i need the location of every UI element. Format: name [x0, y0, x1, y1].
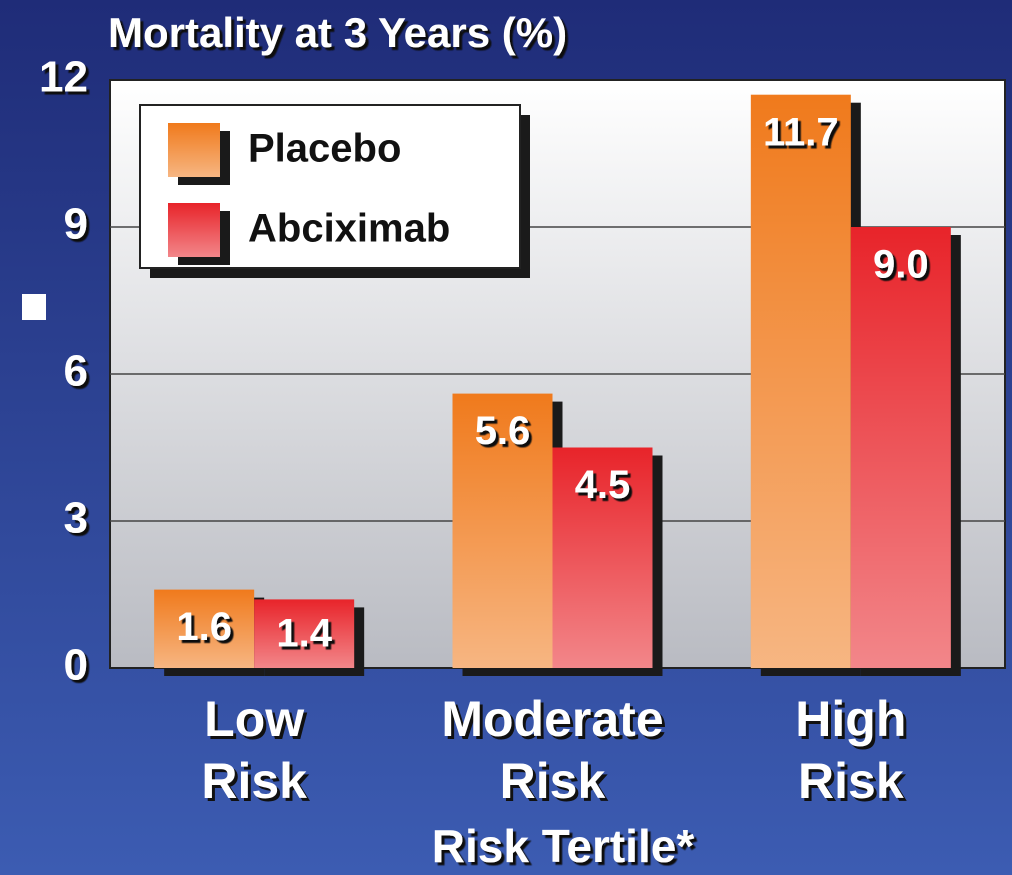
- value-label: 1.6: [176, 605, 232, 649]
- legend-swatch-sheen: [168, 203, 220, 257]
- y-tick-label: 9: [64, 200, 88, 249]
- legend-label: Placebo: [248, 127, 401, 171]
- value-label: 1.4: [276, 612, 332, 656]
- value-label: 9.0: [873, 243, 929, 287]
- x-tick-label: Moderate Risk: [441, 691, 664, 809]
- value-label: 5.6: [475, 409, 531, 453]
- y-tick-label: 0: [64, 641, 88, 690]
- y-tick-label: 3: [64, 494, 88, 543]
- legend-swatch-sheen: [168, 123, 220, 177]
- bar-sheen: [254, 599, 355, 668]
- bullet: [22, 294, 46, 320]
- bar-sheen: [452, 393, 553, 668]
- bar-sheen: [552, 447, 653, 668]
- y-tick-label: 6: [64, 347, 88, 396]
- x-tick-label: Low Risk: [201, 691, 307, 809]
- bar-sheen: [750, 94, 851, 668]
- chart-title: Mortality at 3 Years (%): [108, 9, 567, 56]
- y-tick-label: 12: [39, 53, 88, 102]
- bar-sheen: [850, 227, 951, 668]
- x-tick-label: High Risk: [795, 691, 907, 809]
- value-label: 11.7: [763, 110, 839, 154]
- x-axis-label: Risk Tertile*: [432, 820, 695, 872]
- legend-label: Abciximab: [248, 207, 450, 251]
- bar-sheen: [154, 589, 255, 668]
- value-label: 4.5: [575, 463, 631, 507]
